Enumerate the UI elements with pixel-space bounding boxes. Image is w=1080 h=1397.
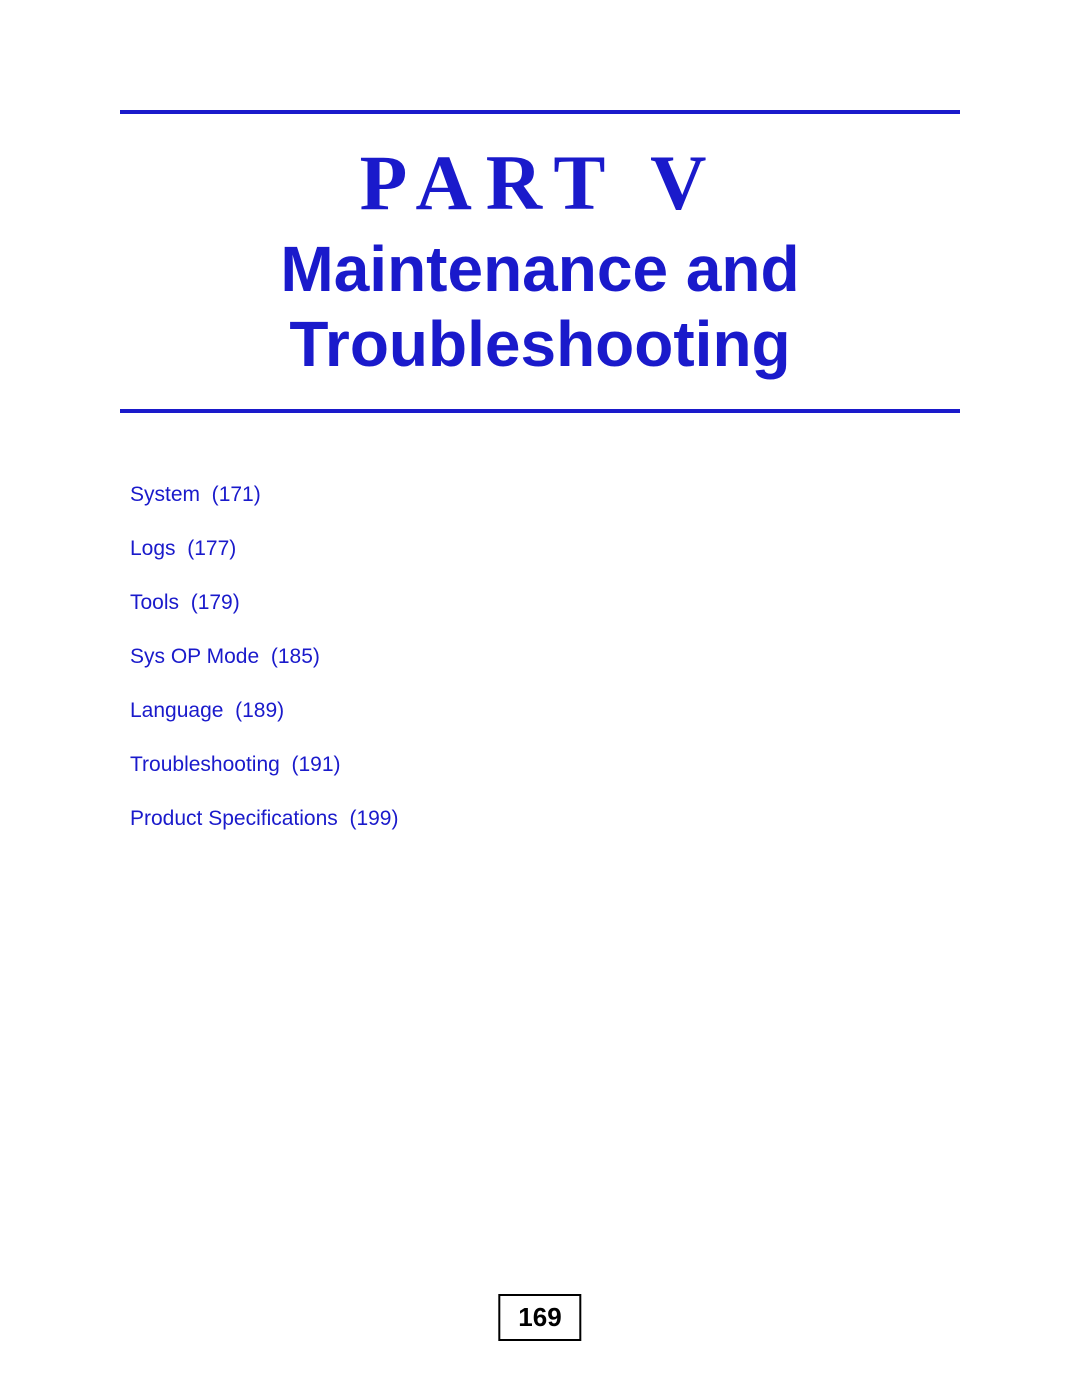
part-title: Maintenance and Troubleshooting	[120, 232, 960, 383]
toc-item-page: 189	[242, 699, 277, 722]
toc-item-language[interactable]: Language (189)	[130, 699, 960, 723]
page-number: 169	[498, 1294, 581, 1341]
toc-item-page: 185	[278, 645, 313, 668]
toc-item-tools[interactable]: Tools (179)	[130, 591, 960, 615]
part-title-line2: Troubleshooting	[289, 308, 790, 380]
table-of-contents: System (171) Logs (177) Tools (179) Sys …	[120, 483, 960, 831]
toc-item-label: System	[130, 483, 200, 506]
toc-item-logs[interactable]: Logs (177)	[130, 537, 960, 561]
toc-item-label: Sys OP Mode	[130, 645, 259, 668]
toc-item-system[interactable]: System (171)	[130, 483, 960, 507]
document-page: PART V Maintenance and Troubleshooting S…	[0, 0, 1080, 831]
toc-item-label: Tools	[130, 591, 179, 614]
toc-item-product-specifications[interactable]: Product Specifications (199)	[130, 807, 960, 831]
toc-item-troubleshooting[interactable]: Troubleshooting (191)	[130, 753, 960, 777]
toc-item-page: 177	[194, 537, 229, 560]
top-rule	[120, 110, 960, 114]
toc-item-label: Product Specifications	[130, 807, 338, 830]
bottom-rule	[120, 409, 960, 413]
toc-item-page: 179	[198, 591, 233, 614]
toc-item-page: 199	[356, 807, 391, 830]
toc-item-label: Logs	[130, 537, 176, 560]
part-label: PART V	[120, 142, 960, 224]
toc-item-label: Language	[130, 699, 223, 722]
toc-item-label: Troubleshooting	[130, 753, 280, 776]
toc-item-sys-op-mode[interactable]: Sys OP Mode (185)	[130, 645, 960, 669]
toc-item-page: 191	[299, 753, 334, 776]
toc-item-page: 171	[219, 483, 254, 506]
part-title-line1: Maintenance and	[280, 233, 799, 305]
